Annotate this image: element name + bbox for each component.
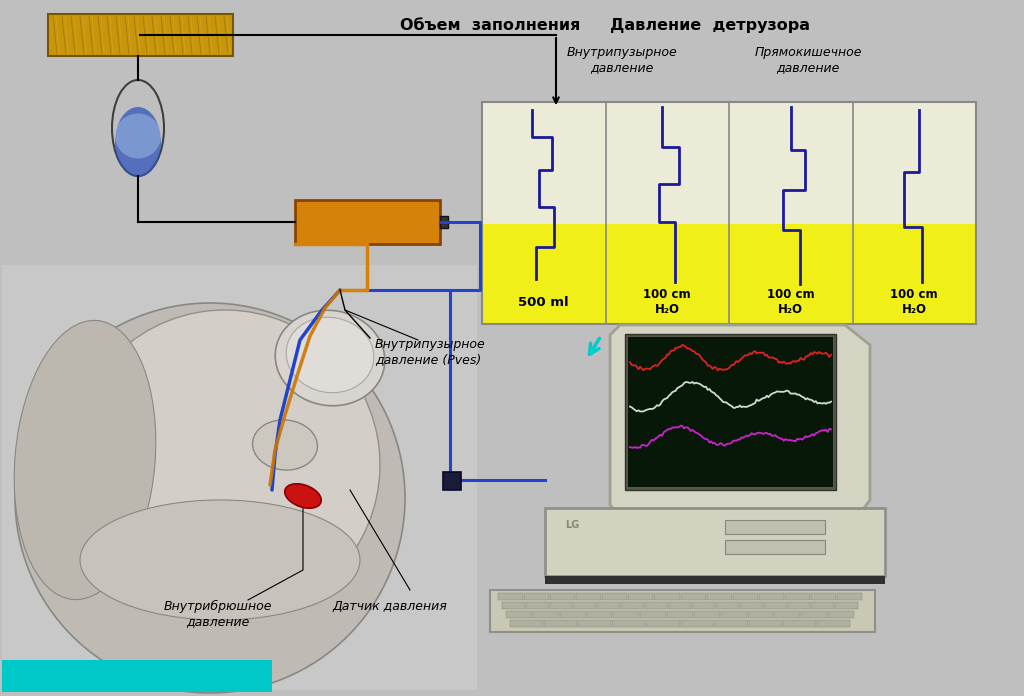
- Bar: [715, 620, 748, 627]
- Bar: [498, 593, 523, 600]
- Bar: [732, 593, 758, 600]
- Text: Внутрибрюшное
давление: Внутрибрюшное давление: [164, 600, 272, 628]
- Bar: [654, 593, 680, 600]
- Bar: [787, 602, 810, 609]
- Ellipse shape: [286, 317, 374, 393]
- Bar: [722, 520, 758, 538]
- Bar: [629, 593, 653, 600]
- Bar: [681, 593, 706, 600]
- Text: Внутрипузырное
давление (Pves): Внутрипузырное давление (Pves): [375, 338, 485, 366]
- Bar: [579, 620, 611, 627]
- Text: 100 cm
H₂O: 100 cm H₂O: [643, 288, 691, 316]
- Bar: [295, 200, 440, 244]
- Ellipse shape: [70, 310, 380, 620]
- Bar: [811, 602, 835, 609]
- Bar: [645, 602, 668, 609]
- Bar: [482, 224, 976, 324]
- Bar: [725, 540, 825, 554]
- Bar: [502, 602, 524, 609]
- Bar: [625, 334, 836, 490]
- Bar: [817, 620, 850, 627]
- Bar: [525, 602, 549, 609]
- Bar: [440, 216, 449, 228]
- Bar: [784, 593, 810, 600]
- Text: Объем  заполнения: Объем заполнения: [399, 18, 581, 33]
- Bar: [613, 611, 639, 618]
- Bar: [681, 620, 714, 627]
- Bar: [2, 660, 272, 692]
- Bar: [510, 620, 543, 627]
- Bar: [716, 602, 739, 609]
- Text: 500 ml: 500 ml: [518, 296, 569, 308]
- Bar: [764, 602, 786, 609]
- Bar: [506, 611, 531, 618]
- Bar: [545, 508, 885, 576]
- Polygon shape: [610, 325, 870, 520]
- Text: Давление  детрузора: Давление детрузора: [610, 18, 810, 33]
- Bar: [748, 611, 773, 618]
- Ellipse shape: [275, 310, 385, 406]
- Bar: [640, 611, 666, 618]
- Bar: [602, 593, 628, 600]
- Bar: [550, 593, 575, 600]
- Ellipse shape: [80, 500, 360, 620]
- Text: Датчик давления: Датчик давления: [333, 600, 447, 613]
- Bar: [774, 611, 801, 618]
- Bar: [621, 602, 644, 609]
- Bar: [837, 593, 862, 600]
- Bar: [628, 337, 833, 487]
- Bar: [545, 576, 885, 584]
- Ellipse shape: [115, 113, 161, 159]
- Bar: [482, 102, 976, 324]
- Text: 100 cm
H₂O: 100 cm H₂O: [891, 288, 938, 316]
- Ellipse shape: [285, 484, 322, 508]
- Text: Прямокишечное
давление: Прямокишечное давление: [755, 46, 862, 74]
- Bar: [2, 265, 477, 690]
- Bar: [669, 602, 691, 609]
- Bar: [759, 593, 783, 600]
- Bar: [828, 611, 854, 618]
- Bar: [749, 620, 781, 627]
- Bar: [707, 593, 731, 600]
- Bar: [490, 590, 874, 632]
- Ellipse shape: [14, 320, 156, 599]
- Bar: [48, 14, 233, 56]
- Bar: [740, 602, 763, 609]
- Bar: [443, 472, 461, 490]
- Bar: [692, 602, 715, 609]
- Bar: [646, 620, 680, 627]
- Bar: [694, 611, 720, 618]
- Bar: [721, 611, 746, 618]
- Bar: [811, 593, 836, 600]
- Bar: [560, 611, 586, 618]
- Bar: [612, 620, 645, 627]
- Ellipse shape: [253, 420, 317, 470]
- Bar: [836, 602, 858, 609]
- Bar: [573, 602, 596, 609]
- Ellipse shape: [15, 303, 406, 693]
- Bar: [532, 611, 559, 618]
- Text: LG: LG: [565, 520, 580, 530]
- Bar: [597, 602, 620, 609]
- Ellipse shape: [115, 107, 161, 177]
- Bar: [802, 611, 827, 618]
- Text: Внутрипузырное
давление: Внутрипузырное давление: [566, 46, 677, 74]
- Bar: [577, 593, 601, 600]
- Bar: [725, 520, 825, 534]
- Bar: [782, 620, 816, 627]
- Bar: [550, 602, 572, 609]
- Bar: [524, 593, 549, 600]
- Bar: [482, 102, 976, 224]
- Bar: [667, 611, 693, 618]
- Bar: [544, 620, 578, 627]
- Text: 100 cm
H₂O: 100 cm H₂O: [767, 288, 814, 316]
- Bar: [587, 611, 612, 618]
